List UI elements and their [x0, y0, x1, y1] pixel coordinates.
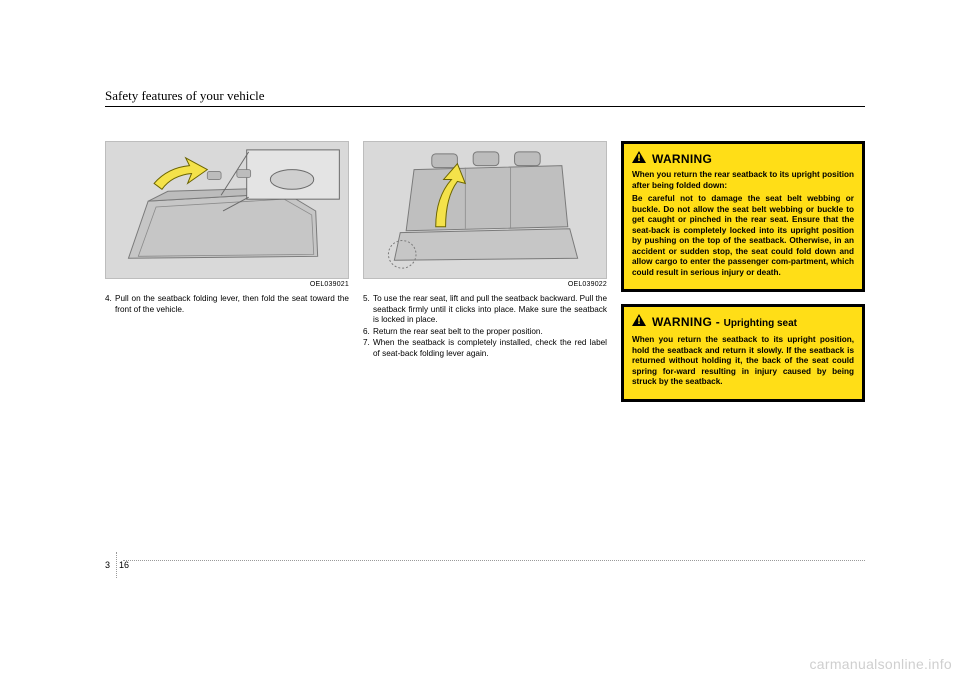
- columns: OEL039021 4. Pull on the seatback foldin…: [105, 141, 865, 414]
- figure-code-1: OEL039021: [105, 281, 349, 288]
- chapter-number: 3: [105, 560, 114, 570]
- footer-dotted-rule: [123, 560, 865, 561]
- item-text: To use the rear seat, lift and pull the …: [373, 294, 607, 326]
- list-item: 7. When the seatback is completely insta…: [363, 338, 607, 359]
- item-text: When the seatback is completely installe…: [373, 338, 607, 359]
- watermark: carmanualsonline.info: [810, 656, 953, 672]
- warning-body: When you return the seatback to its upri…: [632, 335, 854, 388]
- warning-paragraph: Be careful not to damage the seat belt w…: [632, 194, 854, 278]
- item-text: Pull on the seatback folding lever, then…: [115, 294, 349, 315]
- footer-divider: [116, 552, 117, 578]
- warning-paragraph: When you return the seatback to its upri…: [632, 335, 854, 388]
- section-title: Safety features of your vehicle: [105, 88, 865, 104]
- warning-title: WARNING -: [652, 315, 724, 329]
- col2-text: 5. To use the rear seat, lift and pull t…: [363, 294, 607, 359]
- page-number-value: 16: [119, 560, 129, 570]
- header-rule: Safety features of your vehicle: [105, 88, 865, 107]
- item-number: 4.: [105, 294, 115, 315]
- col1-text: 4. Pull on the seatback folding lever, t…: [105, 294, 349, 315]
- page-footer: 3 16: [105, 560, 865, 561]
- item-number: 5.: [363, 294, 373, 326]
- figure-upright-seat: [363, 141, 607, 279]
- item-number: 6.: [363, 327, 373, 338]
- warning-header: WARNING - Uprighting seat: [632, 313, 854, 331]
- figure-fold-seat: [105, 141, 349, 279]
- warning-triangle-icon: [632, 313, 646, 325]
- list-item: 6. Return the rear seat belt to the prop…: [363, 327, 607, 338]
- warning-paragraph: When you return the rear seatback to its…: [632, 170, 854, 191]
- warning-box-2: WARNING - Uprighting seat When you retur…: [621, 304, 865, 402]
- warning-header: WARNING: [632, 150, 854, 166]
- list-item: 4. Pull on the seatback folding lever, t…: [105, 294, 349, 315]
- column-1: OEL039021 4. Pull on the seatback foldin…: [105, 141, 349, 414]
- manual-page: Safety features of your vehicle: [105, 88, 865, 414]
- figure-code-2: OEL039022: [363, 281, 607, 288]
- warning-subtitle: Uprighting seat: [724, 318, 797, 329]
- warning-body: When you return the rear seatback to its…: [632, 170, 854, 278]
- item-number: 7.: [363, 338, 373, 359]
- column-2: OEL039022 5. To use the rear seat, lift …: [363, 141, 607, 414]
- list-item: 5. To use the rear seat, lift and pull t…: [363, 294, 607, 326]
- warning-title: WARNING: [652, 152, 712, 166]
- warning-triangle-icon: [632, 150, 646, 162]
- item-text: Return the rear seat belt to the proper …: [373, 327, 607, 338]
- column-3: WARNING When you return the rear seatbac…: [621, 141, 865, 414]
- warning-box-1: WARNING When you return the rear seatbac…: [621, 141, 865, 292]
- page-number: 3 16: [105, 552, 129, 578]
